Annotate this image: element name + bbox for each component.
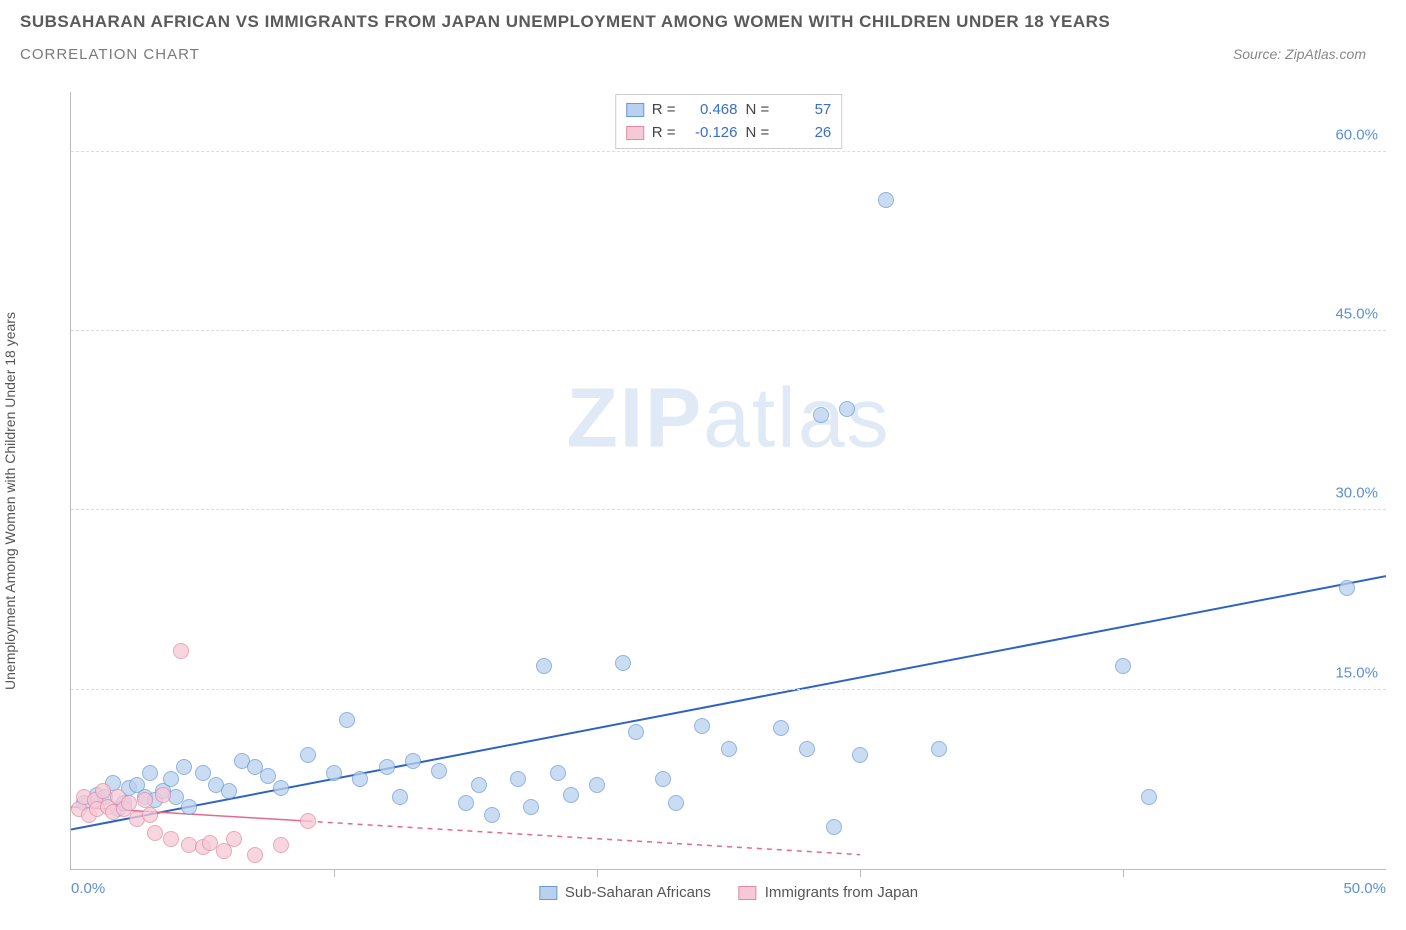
gridline [71, 689, 1386, 690]
data-point [510, 771, 526, 787]
swatch-icon [539, 886, 557, 900]
data-point [155, 787, 171, 803]
data-point [392, 789, 408, 805]
legend-row-series1: R = 0.468 N = 57 [626, 99, 832, 122]
data-point [773, 720, 789, 736]
data-point [95, 783, 111, 799]
watermark: ZIPatlas [566, 370, 890, 467]
data-point [163, 831, 179, 847]
data-point [484, 807, 500, 823]
swatch-icon [626, 126, 644, 140]
data-point [163, 771, 179, 787]
data-point [195, 765, 211, 781]
data-point [273, 837, 289, 853]
gridline [71, 509, 1386, 510]
scatter-plot: ZIPatlas R = 0.468 N = 57 R = -0.126 N =… [70, 92, 1386, 870]
data-point [799, 741, 815, 757]
data-point [379, 759, 395, 775]
y-axis-label: Unemployment Among Women with Children U… [2, 312, 18, 690]
data-point [1339, 580, 1355, 596]
x-tick-label: 0.0% [71, 880, 105, 897]
data-point [300, 747, 316, 763]
data-point [431, 763, 447, 779]
y-tick-label: 30.0% [1335, 485, 1378, 502]
data-point [273, 780, 289, 796]
correlation-legend: R = 0.468 N = 57 R = -0.126 N = 26 [615, 94, 843, 149]
data-point [137, 792, 153, 808]
data-point [300, 813, 316, 829]
source-citation: Source: ZipAtlas.com [1233, 46, 1386, 62]
legend-item-series2: Immigrants from Japan [739, 884, 918, 901]
data-point [628, 724, 644, 740]
data-point [523, 799, 539, 815]
swatch-icon [739, 886, 757, 900]
data-point [1141, 789, 1157, 805]
data-point [121, 795, 137, 811]
x-tick [597, 869, 598, 877]
data-point [176, 759, 192, 775]
series-legend: Sub-Saharan Africans Immigrants from Jap… [539, 884, 918, 901]
data-point [878, 192, 894, 208]
data-point [339, 712, 355, 728]
data-point [226, 831, 242, 847]
y-tick-label: 15.0% [1335, 664, 1378, 681]
data-point [471, 777, 487, 793]
chart-subtitle: CORRELATION CHART [20, 46, 200, 63]
data-point [147, 825, 163, 841]
data-point [536, 658, 552, 674]
data-point [173, 643, 189, 659]
data-point [589, 777, 605, 793]
data-point [852, 747, 868, 763]
x-tick [334, 869, 335, 877]
y-tick-label: 60.0% [1335, 126, 1378, 143]
data-point [655, 771, 671, 787]
legend-row-series2: R = -0.126 N = 26 [626, 122, 832, 145]
data-point [247, 847, 263, 863]
x-tick-label: 50.0% [1343, 880, 1386, 897]
data-point [826, 819, 842, 835]
data-point [931, 741, 947, 757]
data-point [813, 407, 829, 423]
chart-title: SUBSAHARAN AFRICAN VS IMMIGRANTS FROM JA… [20, 12, 1386, 32]
data-point [260, 768, 276, 784]
gridline [71, 151, 1386, 152]
legend-item-series1: Sub-Saharan Africans [539, 884, 711, 901]
data-point [352, 771, 368, 787]
data-point [721, 741, 737, 757]
data-point [142, 807, 158, 823]
data-point [668, 795, 684, 811]
data-point [563, 787, 579, 803]
x-tick [1123, 869, 1124, 877]
data-point [181, 799, 197, 815]
x-tick [860, 869, 861, 877]
data-point [221, 783, 237, 799]
data-point [1115, 658, 1131, 674]
data-point [839, 401, 855, 417]
data-point [550, 765, 566, 781]
y-tick-label: 45.0% [1335, 306, 1378, 323]
data-point [142, 765, 158, 781]
swatch-icon [626, 103, 644, 117]
data-point [326, 765, 342, 781]
data-point [615, 655, 631, 671]
gridline [71, 330, 1386, 331]
data-point [458, 795, 474, 811]
data-point [694, 718, 710, 734]
data-point [405, 753, 421, 769]
